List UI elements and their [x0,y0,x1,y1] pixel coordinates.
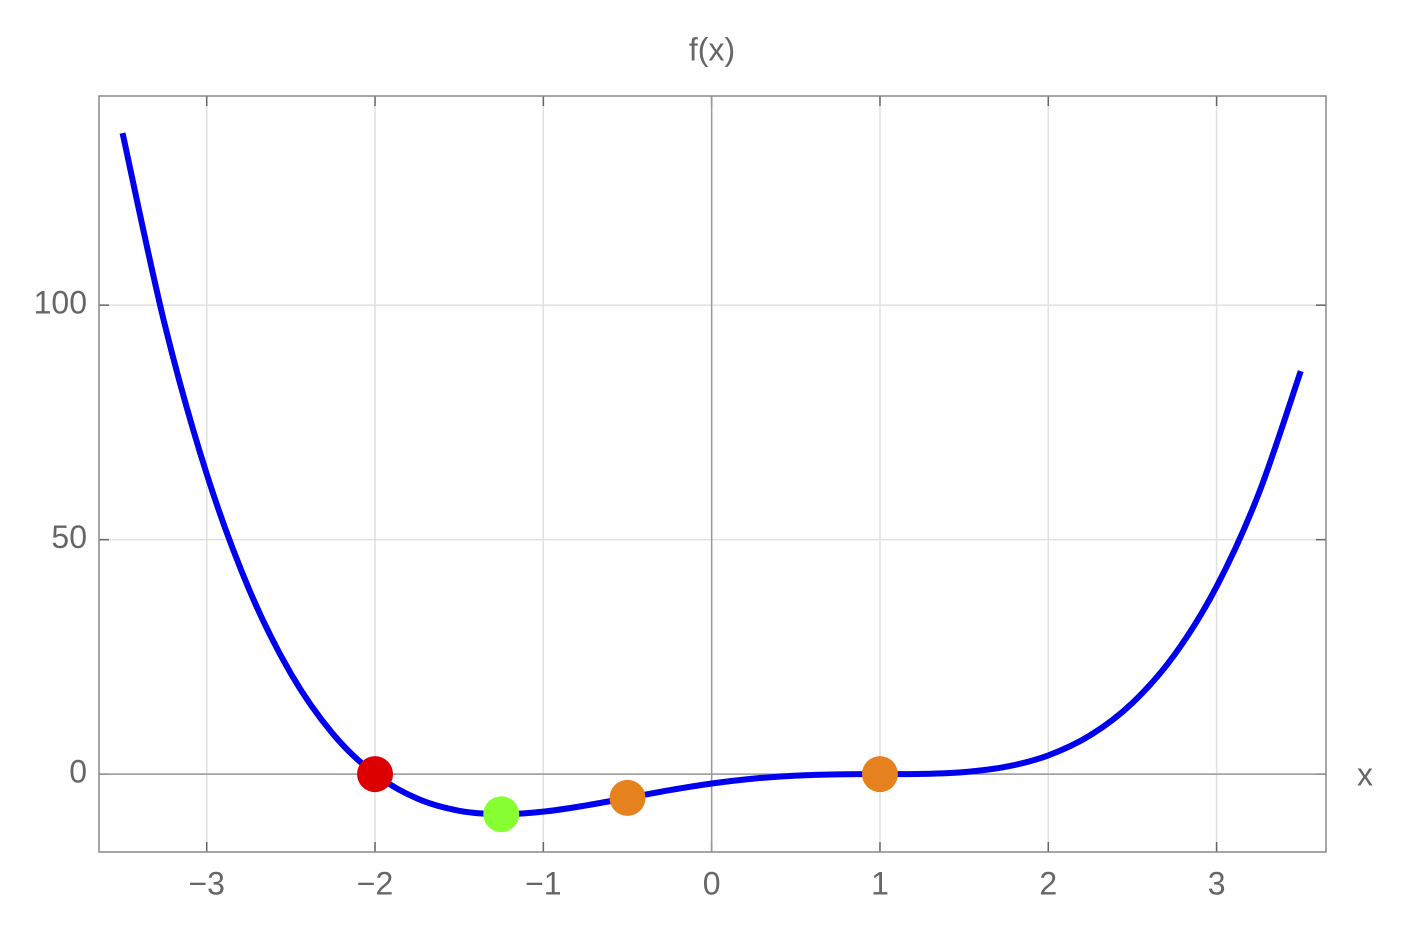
x-tick-label: 3 [1208,865,1226,901]
point [357,756,394,793]
x-tick-label: −2 [357,865,393,901]
x-tick-label: 2 [1039,865,1057,901]
plot-frame [98,95,1327,853]
y-tick-label: 100 [34,285,87,321]
x-tick-label: −1 [525,865,561,901]
x-tick-label: 0 [703,865,721,901]
x-axis-label: x [1357,756,1373,792]
point [483,796,520,833]
chart-title: f(x) [689,31,735,67]
x-tick-label: 1 [871,865,889,901]
x-tick-label: −3 [188,865,224,901]
curve [119,132,1304,818]
point [609,779,646,816]
y-tick-label: 0 [69,754,87,790]
point [861,756,898,793]
y-tick-label: 50 [51,519,87,555]
